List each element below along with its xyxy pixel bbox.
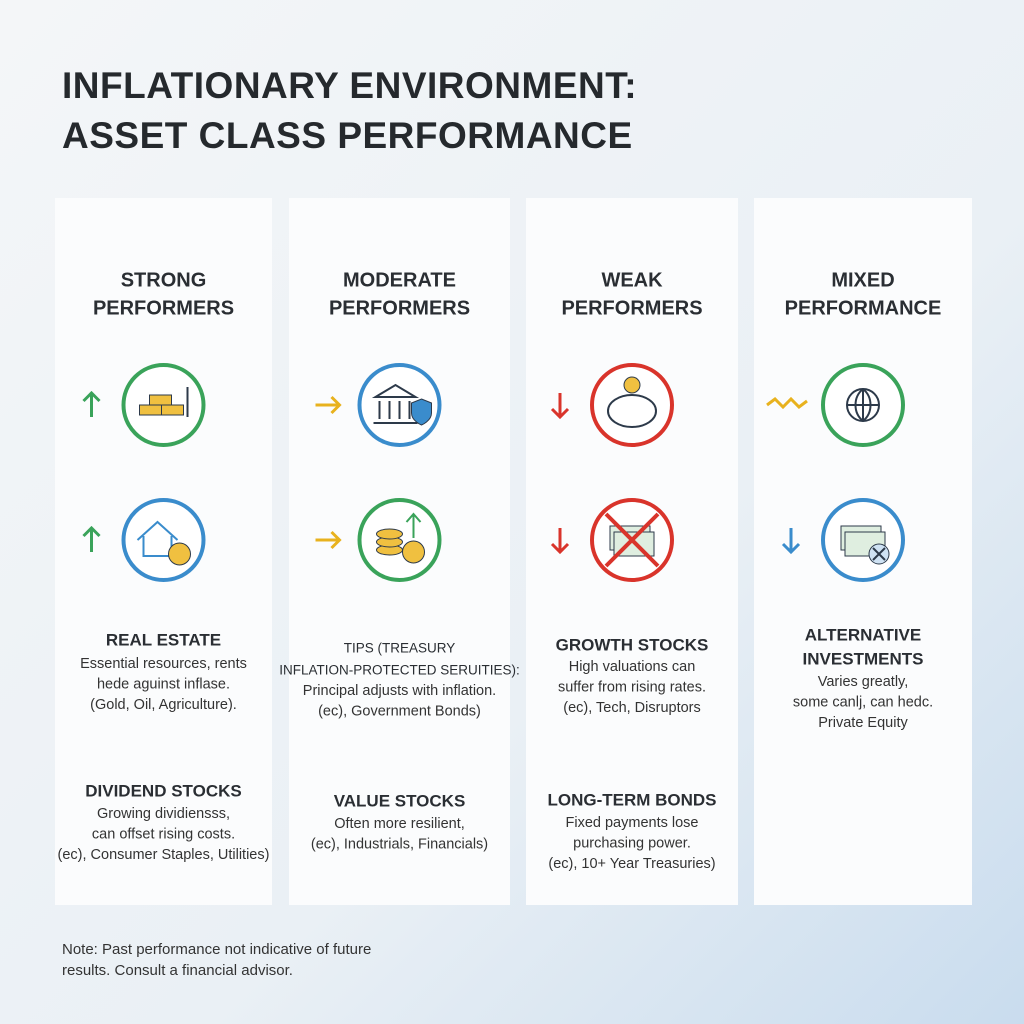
- arrow: [550, 393, 570, 420]
- column-heading: PERFORMERS: [93, 297, 234, 319]
- title-line: INFLATIONARY ENVIRONMENT:: [62, 65, 637, 106]
- bank: [371, 383, 420, 424]
- arrow: [550, 528, 570, 555]
- item-description: (ec), Government Bonds): [318, 703, 481, 719]
- item-description: Fixed payments lose: [566, 815, 699, 831]
- item-label: REAL ESTATE: [106, 630, 221, 649]
- note-line: Note: Past performance not indicative of…: [62, 941, 371, 958]
- piggy: [607, 394, 657, 428]
- icon: [82, 498, 206, 582]
- icon: [781, 498, 905, 582]
- up: [405, 512, 422, 538]
- column-heading: PERFORMERS: [329, 297, 470, 319]
- arrow: [766, 396, 808, 410]
- icon: [82, 363, 206, 447]
- column-heading: MODERATE: [343, 269, 456, 291]
- item-description: Growing dividiensss,: [97, 806, 230, 822]
- item-description: (Gold, Oil, Agriculture).: [90, 697, 237, 713]
- gold-bar: [149, 394, 172, 406]
- item-description: Often more resilient,: [334, 816, 465, 832]
- coin: [168, 542, 191, 566]
- icon-ring: [590, 363, 674, 447]
- coin: [623, 376, 641, 394]
- item-label: DIVIDEND STOCKS: [85, 781, 242, 800]
- item-label: INFLATION-PROTECTED SERUITIES):: [279, 663, 520, 678]
- gold-bar: [161, 404, 184, 416]
- item-description: purchasing power.: [573, 835, 691, 851]
- item-label: GROWTH STOCKS: [556, 635, 709, 654]
- icon: [315, 498, 442, 582]
- icon: [766, 363, 905, 447]
- item-label: VALUE STOCKS: [334, 791, 466, 810]
- item-description: Essential resources, rents: [80, 656, 247, 672]
- item-description: some canlj, can hedc.: [793, 694, 933, 710]
- item-description: (ec), Industrials, Financials): [311, 836, 488, 852]
- item-description: can offset rising costs.: [92, 826, 235, 842]
- item-label: LONG-TERM BONDS: [547, 790, 716, 809]
- item-description: (ec), Tech, Disruptors: [563, 700, 701, 716]
- shield: [411, 398, 432, 426]
- arrow: [315, 530, 342, 550]
- cross: [604, 512, 660, 568]
- arrow: [781, 528, 801, 555]
- item-description: High valuations can: [569, 659, 696, 675]
- column-heading: STRONG: [121, 269, 207, 291]
- column-heading: WEAK: [601, 269, 663, 291]
- item-label: INVESTMENTS: [803, 649, 924, 668]
- item-description: Varies greatly,: [818, 674, 909, 690]
- item-description: Principal adjusts with inflation.: [303, 683, 496, 699]
- icon-ring: [121, 498, 206, 582]
- arrow: [315, 395, 342, 415]
- icon: [550, 498, 674, 582]
- arrow: [82, 390, 101, 417]
- icon: [550, 363, 674, 447]
- item-label: ALTERNATIVE: [805, 625, 921, 644]
- title-line: ASSET CLASS PERFORMANCE: [62, 115, 633, 156]
- item-description: (ec), 10+ Year Treasuries): [548, 856, 715, 872]
- column-heading: MIXED: [831, 269, 894, 291]
- item-description: hede aguinst inflase.: [97, 676, 230, 692]
- item-description: suffer from rising rates.: [558, 679, 706, 695]
- column-heading: PERFORMANCE: [785, 297, 942, 319]
- note-line: results. Consult a financial advisor.: [62, 962, 293, 979]
- column-heading: PERFORMERS: [561, 297, 702, 319]
- item-description: Private Equity: [818, 715, 908, 731]
- arrow: [82, 525, 101, 552]
- globe-lines: [847, 388, 879, 422]
- cross: [872, 547, 886, 561]
- coin: [402, 540, 425, 564]
- item-label: TIPS (TREASURY: [344, 641, 456, 656]
- item-description: (ec), Consumer Staples, Utilities): [58, 847, 270, 863]
- gold-bar: [139, 404, 162, 416]
- coin: [376, 528, 403, 540]
- icon: [315, 363, 442, 447]
